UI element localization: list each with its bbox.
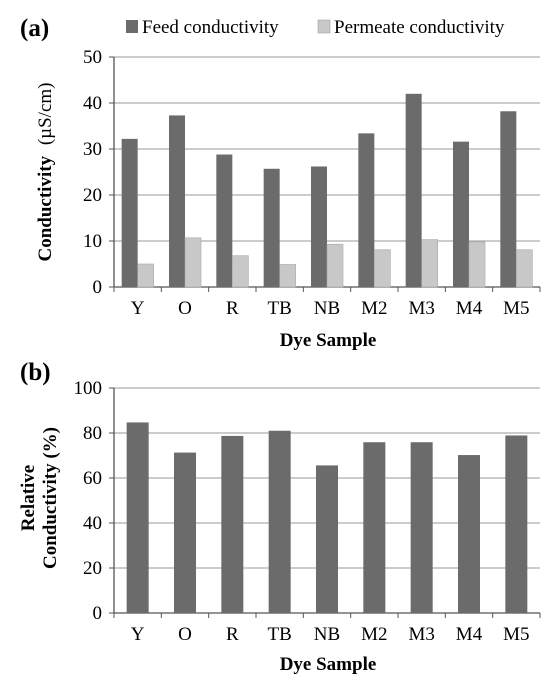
x-tick-label: Y (131, 298, 145, 319)
bar-m2-series-1 (358, 133, 375, 287)
bar-m3-series-1 (405, 93, 422, 287)
y-axis-title-unit: (µS/cm) (35, 83, 56, 146)
y-tick-label: 40 (83, 513, 102, 534)
bar-o-series-1 (169, 115, 185, 287)
x-tick-labels-a: Y O R TB NB M2 M3 M4 M5 (131, 298, 530, 319)
y-tick-label: 0 (93, 277, 103, 298)
bar-m4-series-1 (458, 455, 480, 613)
legend-swatch-feed (126, 20, 138, 33)
y-tick-label: 80 (83, 423, 102, 444)
y-tick-label: 40 (83, 93, 102, 114)
y-tick-label: 100 (74, 378, 103, 399)
x-tick-label: M5 (503, 298, 529, 319)
bar-m4-series-1 (453, 141, 469, 287)
bar-r-series-2 (232, 255, 249, 288)
bar-nb-series-1 (316, 465, 338, 613)
legend-swatch-permeate (317, 19, 331, 34)
bar-m5-series-1 (500, 111, 517, 287)
legend-label-permeate: Permeate conductivity (334, 17, 505, 38)
x-tick-label: R (226, 624, 239, 645)
y-axis-title-b-line1: Relative (18, 465, 39, 531)
y-tick-labels-b: 0 20 40 60 80 100 (74, 378, 103, 624)
legend-label-feed: Feed conductivity (142, 17, 279, 38)
bar-m5-series-1 (505, 435, 528, 613)
x-tick-label: Y (131, 624, 145, 645)
x-tick-label: M2 (361, 624, 387, 645)
y-tick-label: 60 (83, 468, 102, 489)
panel-a-conductivity-chart: (a) Feed conductivity Permeate conductiv… (20, 15, 541, 351)
panel-label-a: (a) (20, 15, 49, 42)
x-tick-label: O (178, 624, 192, 645)
bar-y-series-1 (121, 138, 138, 287)
x-tick-label: O (178, 298, 192, 319)
x-tick-label: M2 (361, 298, 387, 319)
bar-o-series-2 (184, 237, 202, 288)
bars-a (121, 93, 533, 288)
bars-b (126, 422, 528, 613)
y-tick-label: 20 (83, 558, 102, 579)
y-axis-title-b: Relative Conductivity (%) (18, 427, 61, 569)
bar-r-series-1 (221, 435, 244, 613)
bar-r-series-1 (216, 154, 233, 287)
svg-text:Conductivity (µS/cm): Conductivity (µS/cm) (35, 83, 56, 262)
bar-m3-series-2 (421, 239, 438, 288)
x-tick-label: M3 (408, 298, 434, 319)
y-tick-label: 50 (83, 47, 102, 68)
x-tick-label: TB (268, 298, 292, 319)
y-tick-labels-a: 0 10 20 30 40 50 (83, 47, 102, 298)
x-tick-label: M5 (503, 624, 529, 645)
x-tick-label: M4 (456, 624, 483, 645)
x-tick-label: NB (314, 298, 340, 319)
panel-label-b: (b) (20, 359, 51, 386)
bar-m2-series-2 (374, 249, 391, 288)
y-axis-title: Conductivity (µS/cm) (35, 83, 56, 262)
y-tick-label: 0 (93, 603, 103, 624)
bar-y-series-1 (126, 422, 149, 613)
bar-y-series-2 (137, 263, 154, 288)
bar-m2-series-1 (363, 442, 386, 613)
bar-nb-series-2 (326, 243, 344, 288)
y-axis-title-main: Conductivity (35, 155, 56, 261)
x-axis-title-b: Dye Sample (280, 654, 377, 675)
y-tick-label: 10 (83, 231, 102, 252)
bar-nb-series-1 (311, 166, 327, 287)
x-tick-label: TB (268, 624, 292, 645)
bar-tb-series-1 (263, 168, 280, 287)
y-axis-title-b-line2: Conductivity (%) (40, 427, 61, 569)
x-axis-title-a: Dye Sample (280, 330, 377, 351)
x-tick-labels-b: Y O R TB NB M2 M3 M4 M5 (131, 624, 530, 645)
bar-m5-series-2 (516, 249, 533, 288)
x-tick-label: R (226, 298, 239, 319)
panel-b-relative-conductivity-chart: (b) Relative Conductivity (%) 0 20 40 60 80 1… (18, 359, 541, 675)
x-tick-label: M4 (456, 298, 483, 319)
legend: Feed conductivity Permeate conductivity (126, 17, 505, 38)
x-tick-label: NB (314, 624, 340, 645)
bar-m4-series-2 (468, 241, 486, 288)
bar-o-series-1 (174, 452, 196, 613)
y-tick-label: 30 (83, 139, 102, 160)
x-tick-label: M3 (408, 624, 434, 645)
bar-tb-series-2 (279, 264, 296, 288)
y-tick-label: 20 (83, 185, 102, 206)
bar-m3-series-1 (410, 442, 433, 613)
bar-tb-series-1 (268, 430, 291, 613)
